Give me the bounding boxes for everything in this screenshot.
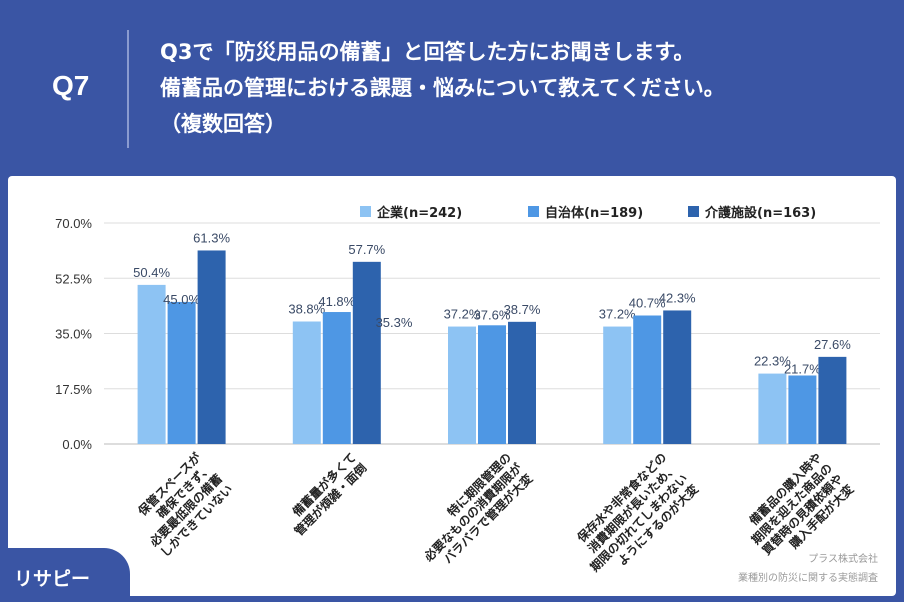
question-text: Q3で「防災用品の備蓄」と回答した方にお聞きします。 備蓄品の管理における課題・… (160, 34, 725, 142)
data-label: 45.0% (163, 292, 200, 307)
credit-company: プラス株式会社 (808, 554, 878, 565)
bar (758, 373, 787, 444)
legend-label: 自治体(n=189) (545, 205, 643, 221)
bar (137, 284, 166, 444)
data-label: 38.8% (288, 302, 325, 317)
data-label: 41.8% (318, 294, 355, 309)
data-label: 38.7% (504, 302, 541, 317)
data-label: 27.6% (814, 337, 851, 352)
y-tick-label: 52.5% (55, 271, 92, 286)
bar (633, 315, 662, 444)
data-label: 37.2% (599, 307, 636, 322)
bar (292, 321, 321, 444)
y-tick-label: 70.0% (55, 216, 92, 231)
logo-text: リサピー (14, 568, 91, 590)
data-label: 50.4% (133, 265, 170, 280)
y-tick-label: 0.0% (62, 437, 92, 452)
legend-swatch (528, 206, 539, 217)
question-line-1: Q3で「防災用品の備蓄」と回答した方にお聞きします。 (160, 40, 695, 64)
data-label: 40.7% (629, 296, 666, 311)
legend-label: 企業(n=242) (376, 205, 462, 221)
bar (603, 326, 632, 444)
bar (788, 375, 817, 444)
data-label: 61.3% (193, 230, 230, 245)
extra-data-label: 35.3% (376, 315, 413, 330)
bar (322, 312, 351, 444)
bar (197, 250, 226, 444)
bar (818, 356, 847, 444)
bar-chart: 0.0% 17.5% 35.0% 52.5% 70.0% 企業(n=242) 自治体(n=1… (55, 205, 880, 575)
question-line-3: （複数回答） (160, 112, 286, 136)
question-number: Q7 (52, 70, 90, 101)
bar (167, 301, 196, 444)
brand-logo (0, 548, 130, 602)
bar (352, 261, 381, 444)
chart-card: 0.0% 17.5% 35.0% 52.5% 70.0% 企業(n=242) 自治体(n=1… (8, 176, 896, 596)
legend-label: 介護施設(n=163) (704, 205, 816, 221)
data-label: 42.3% (659, 290, 696, 305)
data-label: 37.2% (444, 307, 481, 322)
bar (508, 321, 536, 444)
data-label: 22.3% (754, 354, 791, 369)
data-label: 37.6% (474, 307, 511, 322)
question-header: Q7 Q3で「防災用品の備蓄」と回答した方にお聞きします。 備蓄品の管理における… (0, 0, 904, 170)
data-label: 21.7% (784, 361, 821, 376)
y-tick-label: 17.5% (55, 382, 92, 397)
bar (448, 326, 476, 444)
category-label-line: 必要なものの消費期限が (420, 460, 525, 565)
legend-swatch (360, 206, 371, 217)
bar (478, 325, 506, 444)
credit-survey: 業種別の防災に関する実態調査 (738, 573, 878, 584)
bar (663, 310, 692, 444)
legend-swatch (688, 206, 699, 217)
data-label: 57.7% (348, 242, 385, 257)
question-line-2: 備蓄品の管理における課題・悩みについて教えてください。 (160, 76, 725, 100)
header-divider (127, 30, 129, 148)
y-tick-label: 35.0% (55, 327, 92, 342)
